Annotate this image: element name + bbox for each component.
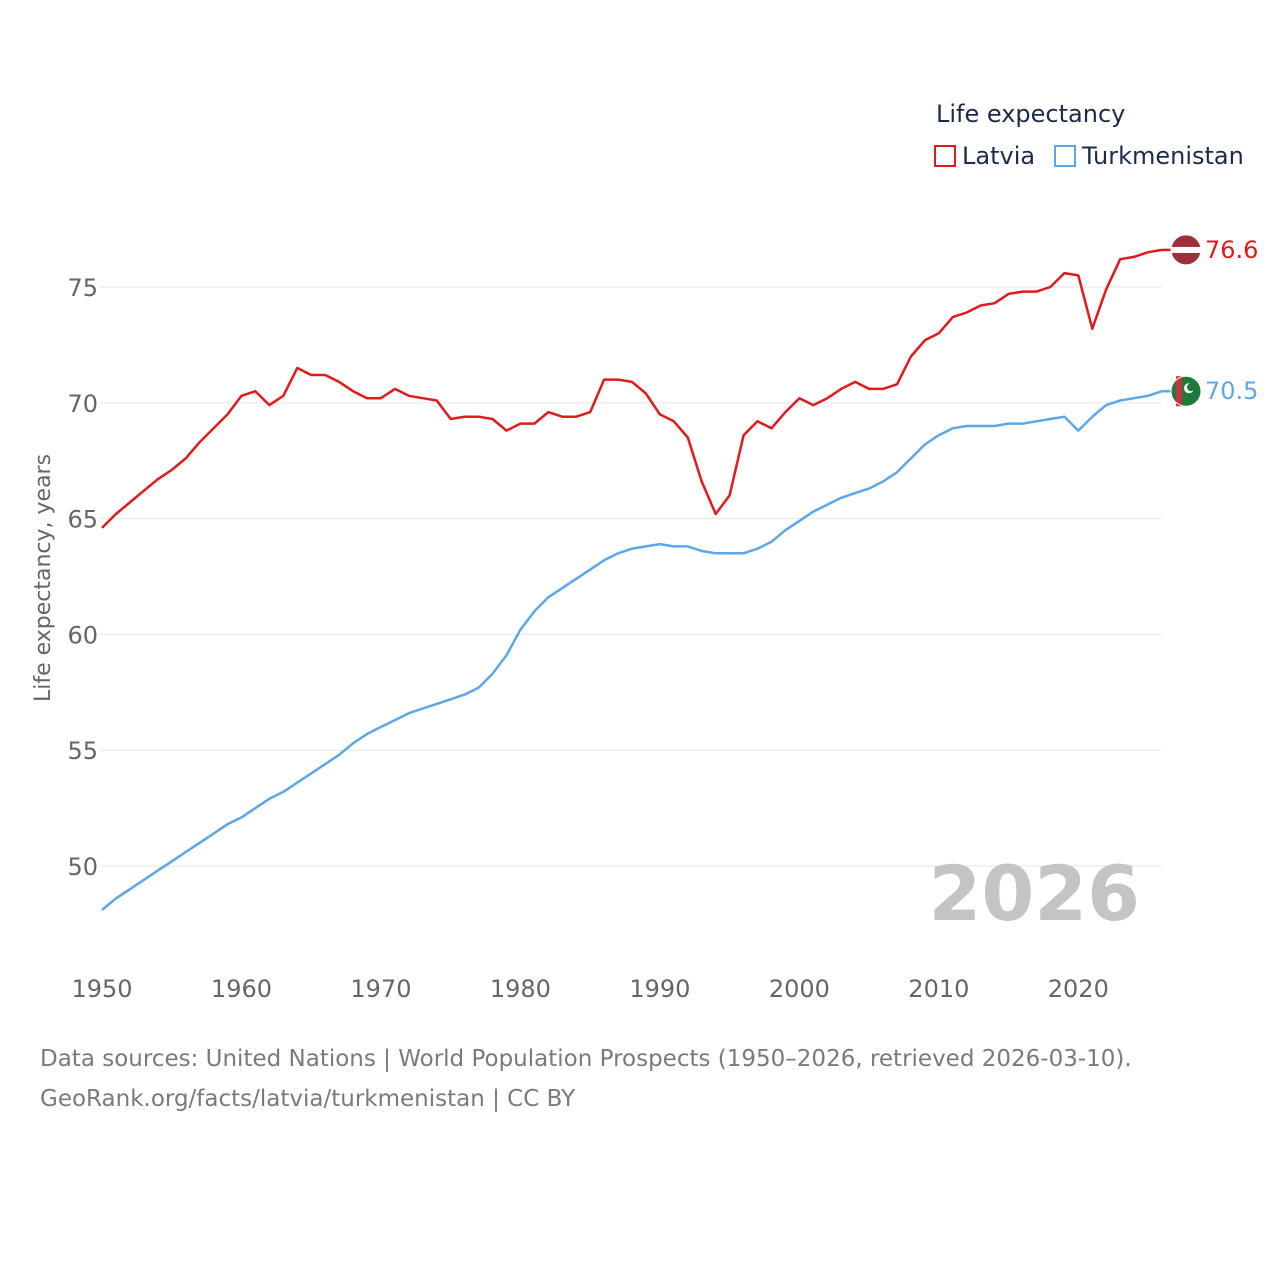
legend-item-latvia[interactable]: Latvia (934, 142, 1035, 170)
series-line-turkmenistan (101, 390, 1163, 911)
turkmenistan-flag-icon (1170, 375, 1202, 407)
legend-swatch-turkmenistan (1054, 145, 1076, 167)
data-source-note: Data sources: United Nations | World Pop… (40, 1046, 1132, 1072)
y-tick-70: 70 (67, 390, 98, 418)
x-tick-labels: 1950 1960 1970 1980 1990 2000 2010 2020 (71, 975, 1108, 1003)
x-tick-1960: 1960 (211, 975, 272, 1003)
legend-label-turkmenistan: Turkmenistan (1082, 142, 1244, 170)
year-watermark: 2026 (928, 849, 1140, 938)
legend-label-latvia: Latvia (962, 142, 1036, 170)
x-tick-1980: 1980 (490, 975, 551, 1003)
x-tick-1990: 1990 (629, 975, 690, 1003)
legend-item-turkmenistan[interactable]: Turkmenistan (1054, 142, 1244, 170)
series-line-latvia (101, 248, 1163, 529)
x-tick-2010: 2010 (908, 975, 969, 1003)
y-tick-60: 60 (67, 621, 98, 649)
credit-note[interactable]: GeoRank.org/facts/latvia/turkmenistan | … (40, 1086, 576, 1112)
x-tick-1970: 1970 (350, 975, 411, 1003)
end-label-turkmenistan: 70.5 (1205, 377, 1258, 405)
x-tick-2000: 2000 (769, 975, 830, 1003)
series-end-markers: 76.6 70.5 (1162, 234, 1258, 407)
latvia-flag-icon (1170, 234, 1202, 266)
legend-title: Life expectancy (936, 100, 1126, 128)
y-tick-labels: 50 55 60 65 70 75 (67, 274, 98, 881)
end-label-latvia: 76.6 (1205, 236, 1258, 264)
y-tick-65: 65 (67, 506, 98, 534)
y-tick-50: 50 (67, 853, 98, 881)
x-tick-2020: 2020 (1048, 975, 1109, 1003)
y-tick-55: 55 (67, 737, 98, 765)
x-tick-1950: 1950 (71, 975, 132, 1003)
gridlines (100, 286, 1162, 867)
legend-swatch-latvia (934, 145, 956, 167)
series-lines (101, 248, 1163, 911)
y-axis-label: Life expectancy, years (31, 454, 56, 702)
y-tick-75: 75 (67, 274, 98, 302)
